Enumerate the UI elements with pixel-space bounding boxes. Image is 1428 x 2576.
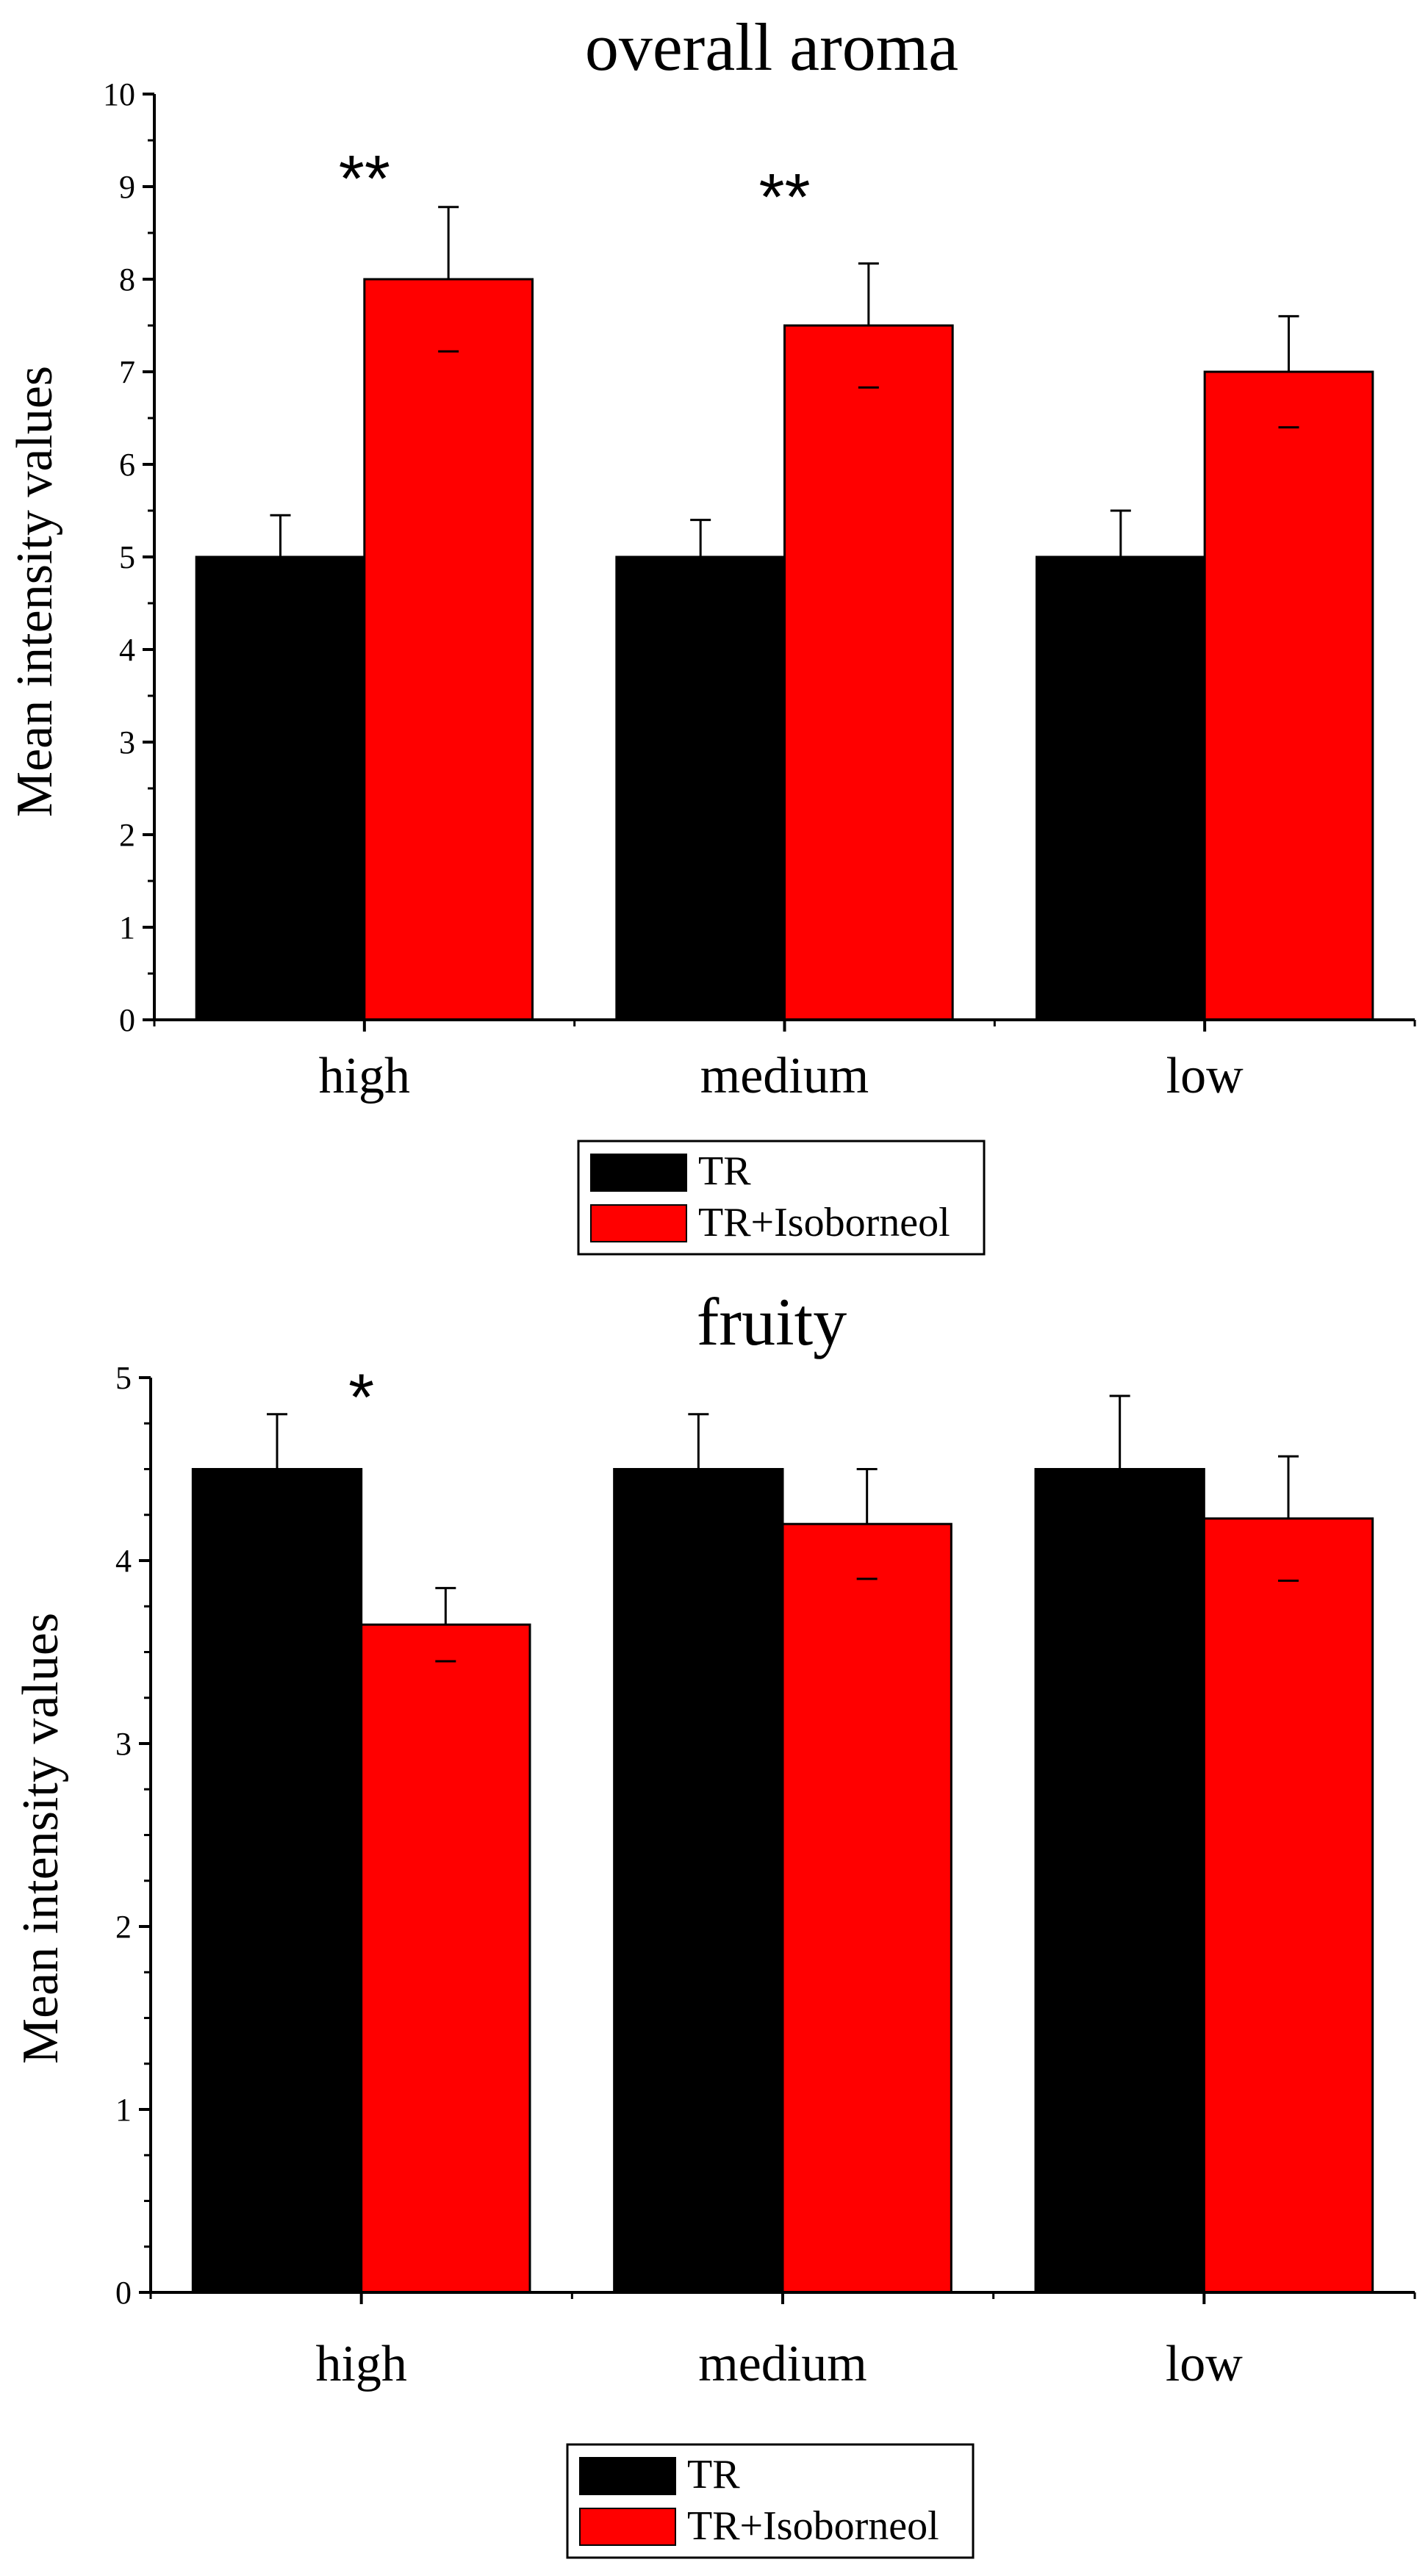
error-bars-layer	[267, 1395, 1299, 1663]
error-bars-layer	[270, 206, 1299, 605]
legend-swatch-tr-isoborneol	[590, 1204, 687, 1242]
legend-label-tr: TR	[687, 2452, 740, 2497]
bar-tr-low	[1034, 1468, 1205, 2294]
y-tick-label: 8	[119, 262, 135, 298]
bar-tr-medium	[615, 555, 786, 1021]
chart-title: overall aroma	[585, 10, 958, 84]
y-tick-label: 10	[103, 76, 135, 112]
error-bar-tr-high	[267, 1413, 287, 1525]
y-tick-label: 0	[119, 1002, 135, 1038]
error-bar-tr-isoborneol-low	[1278, 1455, 1299, 1582]
bar-tr-high	[191, 1468, 363, 2294]
legend-swatch-tr	[579, 2457, 676, 2495]
chart-title: fruity	[697, 1284, 847, 1359]
significance-annotation: **	[758, 161, 810, 234]
x-tick-label-medium: medium	[698, 2336, 867, 2392]
y-tick-label: 5	[119, 539, 135, 575]
y-tick-label: 5	[115, 1360, 132, 1396]
bar-tr-isoborneol-medium	[783, 324, 954, 1021]
x-tick-label-high: high	[319, 1048, 410, 1104]
error-bar-tr-isoborneol-high	[435, 1586, 456, 1663]
error-bar-tr-high	[270, 514, 291, 600]
y-tick-label: 4	[115, 1543, 132, 1579]
legend-swatch-tr	[590, 1154, 687, 1192]
y-tick-label: 1	[119, 910, 135, 946]
bars-layer	[195, 278, 1374, 1021]
annotations-layer: ** **	[339, 143, 811, 234]
annotations-layer: *	[348, 1361, 374, 1434]
error-bar-tr-isoborneol-high	[438, 206, 459, 353]
bars-layer	[191, 1468, 1374, 2294]
y-tick-label: 7	[119, 354, 135, 390]
y-tick-label: 4	[119, 632, 135, 668]
axes-layer: 0 1 2 3 4 5 high medium low	[115, 1360, 1416, 2392]
bar-tr-isoborneol-low	[1203, 370, 1374, 1021]
legend-label-tr-isoborneol: TR+Isoborneol	[698, 1200, 950, 1245]
bar-tr-low	[1036, 555, 1206, 1021]
bar-tr-medium	[613, 1468, 784, 2294]
x-tick-label-low: low	[1166, 2336, 1243, 2392]
bar-tr-high	[195, 555, 366, 1021]
significance-annotation: **	[339, 143, 390, 216]
error-bar-tr-low	[1110, 509, 1131, 605]
legend: TR TR+Isoborneol	[577, 1140, 986, 1256]
x-tick-label-medium: medium	[700, 1048, 869, 1104]
bar-tr-isoborneol-low	[1202, 1517, 1374, 2294]
y-tick-label: 3	[115, 1726, 132, 1762]
y-tick-label: 2	[119, 817, 135, 853]
bar-tr-isoborneol-high	[363, 278, 534, 1021]
y-tick-label: 1	[115, 2092, 132, 2128]
error-bar-tr-isoborneol-medium	[856, 1468, 878, 1580]
chart-fruity: fruity Mean intensity values 0 1 2 3 4 5 high m…	[12, 1284, 1416, 2559]
y-axis-label: Mean intensity values	[12, 1613, 69, 2064]
x-tick-label-high: high	[315, 2336, 406, 2392]
error-bar-tr-medium	[688, 1413, 709, 1525]
axes-layer: 0 1 2 3 4 5 6 7 8 9 10 high medium low	[103, 76, 1416, 1104]
legend-swatch-tr-isoborneol	[579, 2508, 676, 2546]
y-tick-label: 2	[115, 1909, 132, 1945]
error-bar-tr-low	[1109, 1395, 1130, 1544]
bar-tr-isoborneol-medium	[781, 1522, 952, 2294]
y-tick-label: 6	[119, 447, 135, 483]
error-bar-tr-medium	[690, 519, 711, 595]
legend-label-tr-isoborneol: TR+Isoborneol	[687, 2503, 939, 2549]
error-bar-tr-isoborneol-low	[1278, 314, 1299, 429]
y-axis-label: Mean intensity values	[7, 366, 63, 817]
legend: TR TR+Isoborneol	[566, 2443, 975, 2559]
chart-overall-aroma: overall aroma Mean intensity values 0 1 2 3…	[7, 10, 1416, 1256]
y-tick-label: 9	[119, 169, 135, 205]
significance-annotation: *	[348, 1361, 374, 1434]
bar-tr-isoborneol-high	[360, 1623, 531, 2294]
legend-label-tr: TR	[698, 1148, 751, 1194]
y-tick-label: 0	[115, 2275, 132, 2311]
error-bar-tr-isoborneol-medium	[858, 262, 879, 389]
x-tick-label-low: low	[1166, 1048, 1244, 1104]
y-tick-label: 3	[119, 724, 135, 760]
